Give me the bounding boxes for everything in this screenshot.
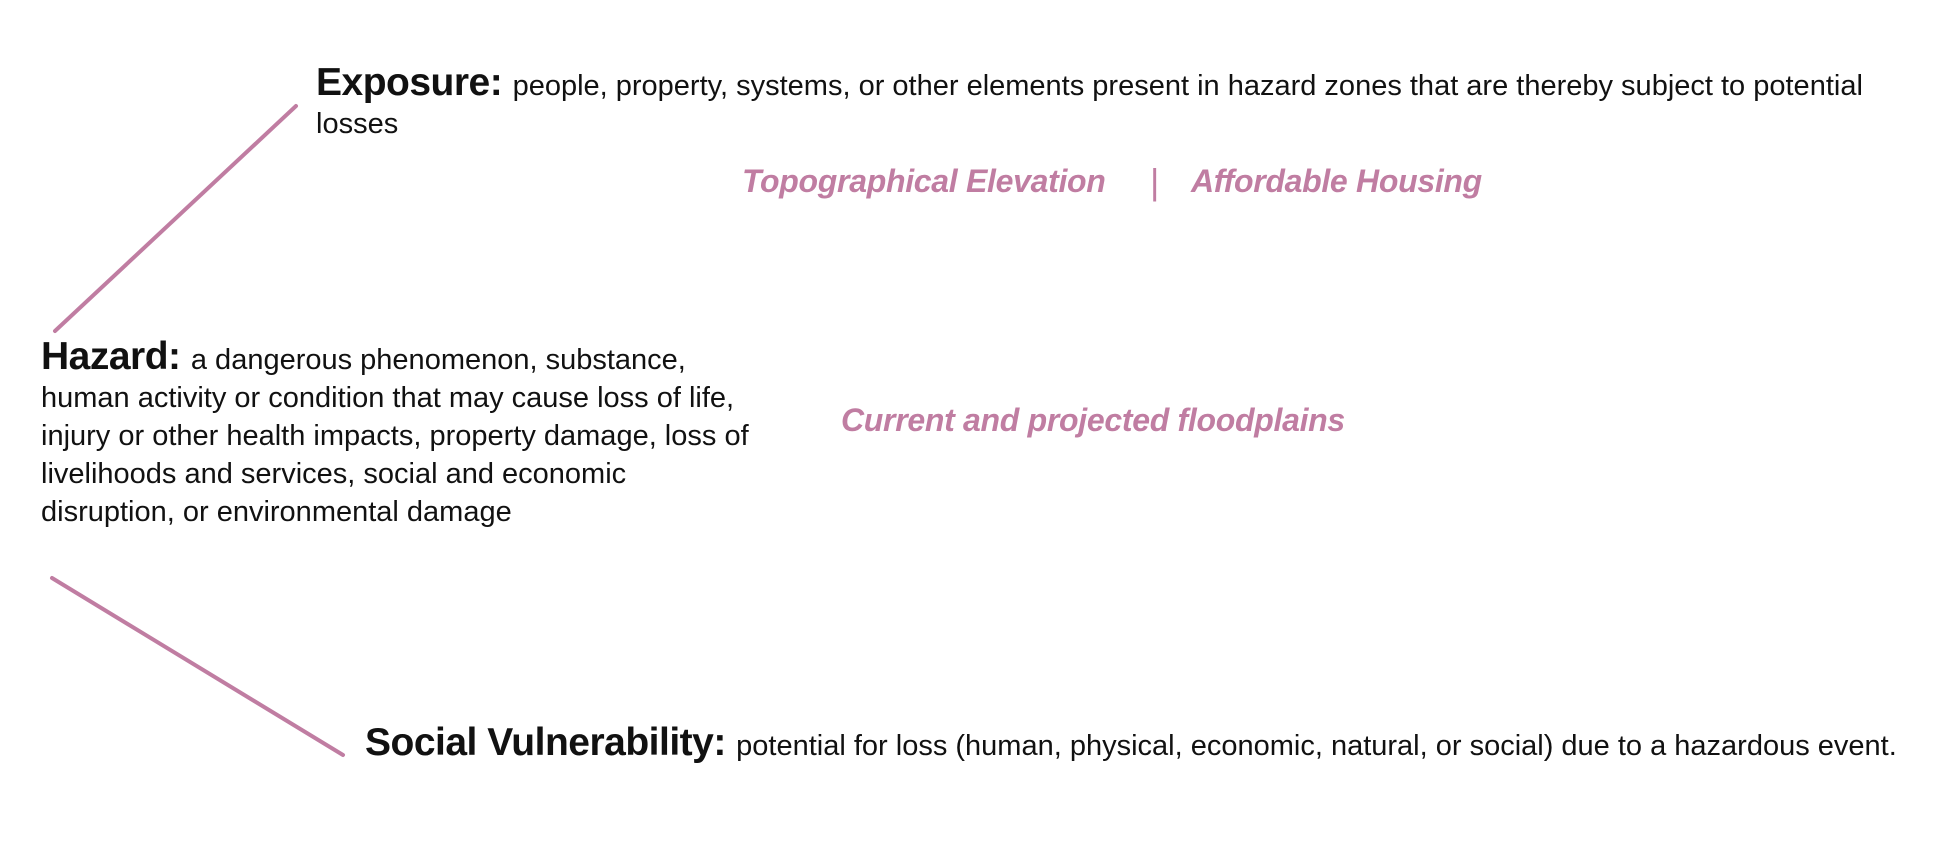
hazard-term: Hazard: bbox=[41, 335, 191, 378]
hazard-definition-block: Hazard: a dangerous phenomenon, substanc… bbox=[41, 335, 761, 531]
floodplains-label: Current and projected floodplains bbox=[841, 402, 1345, 438]
social-vulnerability-definition-block: Social Vulnerability: potential for loss… bbox=[365, 721, 1925, 765]
hazard-definition: a dangerous phenomenon, substance, human… bbox=[41, 344, 749, 528]
factor-separator: | bbox=[1150, 161, 1160, 202]
hazard-to-social-vulnerability-connector bbox=[50, 576, 345, 757]
exposure-term: Exposure: bbox=[316, 61, 513, 104]
topographical-elevation-label: Topographical Elevation bbox=[742, 163, 1106, 199]
exposure-definition-block: Exposure: people, property, systems, or … bbox=[316, 61, 1876, 143]
exposure-definition: people, property, systems, or other elem… bbox=[316, 70, 1863, 140]
hazard-to-exposure-connector bbox=[53, 104, 298, 333]
social-vulnerability-term: Social Vulnerability: bbox=[365, 721, 737, 764]
social-vulnerability-definition: potential for loss (human, physical, eco… bbox=[736, 730, 1897, 762]
affordable-housing-label: Affordable Housing bbox=[1191, 163, 1482, 199]
